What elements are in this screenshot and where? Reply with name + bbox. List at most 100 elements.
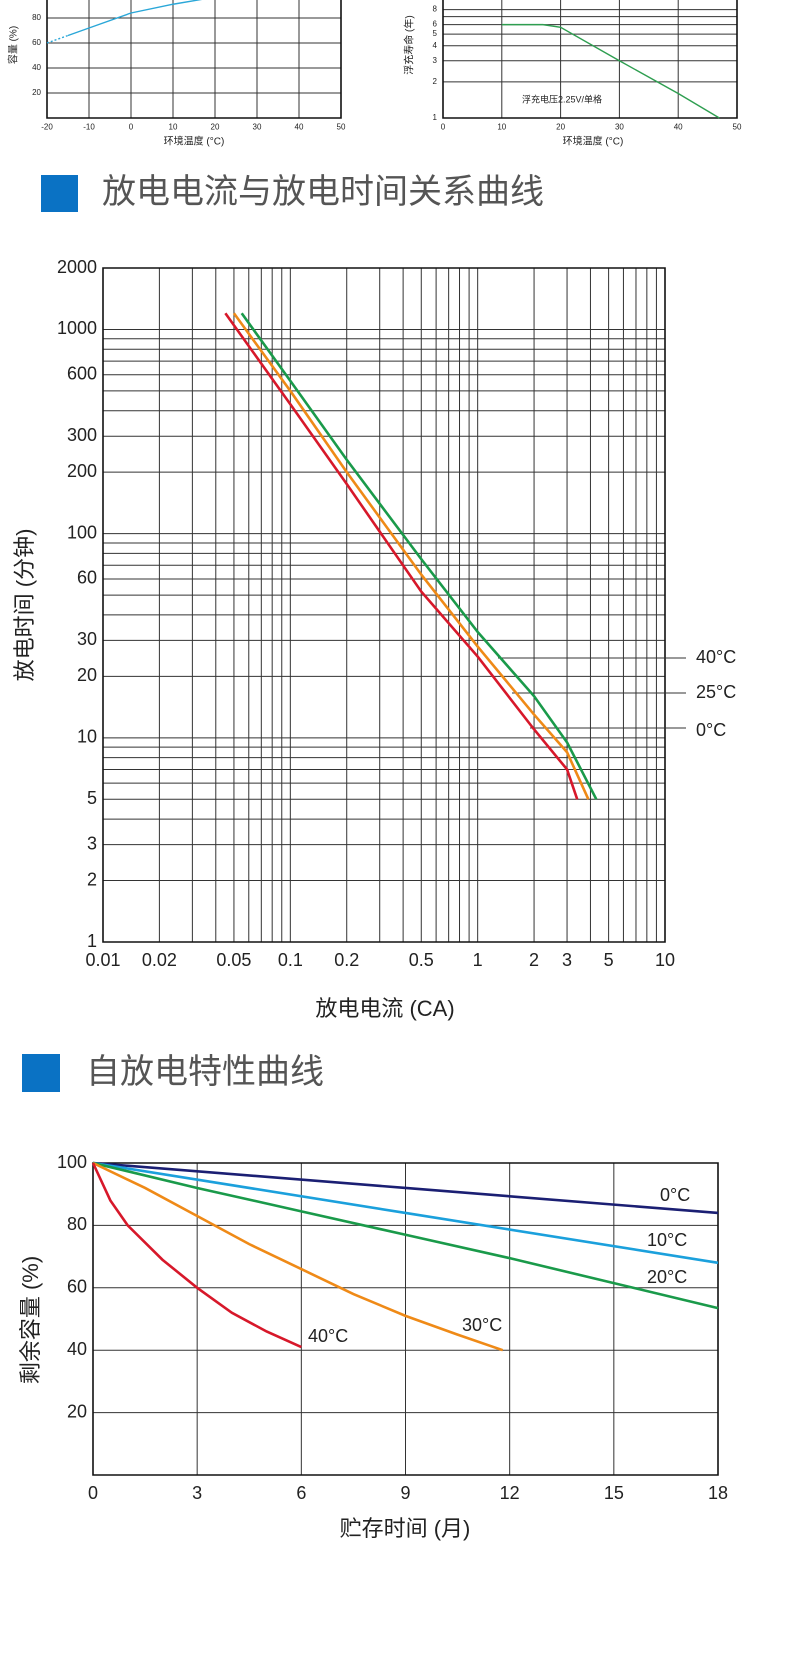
x-tick-label: 0.2 <box>334 950 359 970</box>
x-tick-label: 40 <box>674 123 683 132</box>
plot-frame <box>46 0 342 119</box>
x-axis-label: 环境温度 (°C) <box>164 135 225 148</box>
section-title: 自放电特性曲线 <box>86 1053 324 1091</box>
y-tick-label: 30 <box>77 629 97 649</box>
y-tick-label: 10 <box>77 727 97 747</box>
x-tick-label: 12 <box>500 1483 520 1503</box>
y-tick-label: 5 <box>433 29 438 38</box>
series-label: 0°C <box>696 720 726 740</box>
x-tick-label: 0.5 <box>409 950 434 970</box>
y-tick-label: 20 <box>77 665 97 685</box>
series-line <box>224 312 579 800</box>
y-tick-label: 100 <box>67 522 97 542</box>
x-tick-label: 5 <box>604 950 614 970</box>
series-line <box>67 0 203 37</box>
x-tick-label: -10 <box>83 123 95 132</box>
x-tick-label: 40 <box>295 123 304 132</box>
x-axis-label: 放电电流 (CA) <box>315 996 454 1021</box>
x-tick-label: 3 <box>562 950 572 970</box>
series-label: 40°C <box>308 1326 348 1346</box>
x-axis-label: 贮存时间 (月) <box>340 1516 471 1541</box>
series-line <box>92 1161 504 1352</box>
y-tick-label: 600 <box>67 364 97 384</box>
series-line <box>240 312 598 800</box>
x-tick-label: 0 <box>88 1483 98 1503</box>
plot-frame <box>102 267 666 943</box>
y-tick-label: 60 <box>77 568 97 588</box>
y-axis-label: 浮充寿命 (年) <box>403 15 416 74</box>
y-tick-label: 60 <box>67 1277 87 1297</box>
x-tick-label: 1 <box>473 950 483 970</box>
title-marker <box>41 175 78 212</box>
series-line <box>92 1161 719 1215</box>
y-tick-label: 100 <box>57 1152 87 1172</box>
x-tick-label: 0 <box>441 123 446 132</box>
y-tick-label: 3 <box>87 833 97 853</box>
x-tick-label: 0.01 <box>85 950 120 970</box>
series-line <box>91 1162 302 1349</box>
annotation: 浮充电压2.25V/单格 <box>522 93 602 104</box>
x-tick-label: 20 <box>556 123 565 132</box>
y-tick-label: 2 <box>433 77 438 86</box>
x-tick-label: 6 <box>296 1483 306 1503</box>
section-title: 放电电流与放电时间关系曲线 <box>102 173 544 211</box>
series-label: 0°C <box>660 1185 690 1205</box>
y-tick-label: 3 <box>433 56 438 65</box>
x-tick-label: 0.05 <box>216 950 251 970</box>
y-tick-label: 5 <box>87 788 97 808</box>
y-tick-label: 40 <box>67 1339 87 1359</box>
series-line <box>92 1161 719 1265</box>
y-axis-label: 放电时间 (分钟) <box>12 529 37 682</box>
x-tick-label: 50 <box>337 123 346 132</box>
y-tick-label: 8 <box>433 5 438 14</box>
series-line <box>92 1161 719 1310</box>
x-tick-label: 2 <box>529 950 539 970</box>
x-tick-label: 10 <box>655 950 675 970</box>
y-tick-label: 40 <box>32 63 41 72</box>
x-tick-label: 10 <box>169 123 178 132</box>
y-tick-label: 6 <box>433 20 438 29</box>
y-tick-label: 1000 <box>57 318 97 338</box>
series-label: 20°C <box>647 1267 687 1287</box>
y-tick-label: 1 <box>433 113 438 122</box>
x-tick-label: 0 <box>129 123 134 132</box>
x-tick-label: 18 <box>708 1483 728 1503</box>
y-tick-label: 20 <box>32 88 41 97</box>
y-tick-label: 4 <box>433 41 438 50</box>
y-tick-label: 10 <box>428 0 437 2</box>
plot-frame <box>92 1162 719 1476</box>
series-line <box>46 34 69 44</box>
y-tick-label: 80 <box>67 1214 87 1234</box>
y-tick-label: 2 <box>87 869 97 889</box>
x-tick-label: 0.1 <box>278 950 303 970</box>
y-tick-label: 300 <box>67 425 97 445</box>
plot-frame <box>442 0 738 119</box>
series-line <box>232 312 590 800</box>
y-tick-label: 20 <box>67 1401 87 1421</box>
x-tick-label: 15 <box>604 1483 624 1503</box>
title-marker <box>22 1054 60 1092</box>
y-tick-label: 60 <box>32 38 41 47</box>
x-tick-label: 30 <box>615 123 624 132</box>
x-tick-label: -20 <box>41 123 53 132</box>
x-axis-label: 环境温度 (°C) <box>563 135 624 148</box>
y-axis-label: 容量 (%) <box>7 26 20 64</box>
series-label: 40°C <box>696 647 736 667</box>
y-tick-label: 1 <box>87 931 97 951</box>
series-label: 30°C <box>462 1315 502 1335</box>
series-line <box>501 23 720 119</box>
y-tick-label: 2000 <box>57 257 97 277</box>
series-label: 25°C <box>696 682 736 702</box>
x-tick-label: 0.02 <box>142 950 177 970</box>
series-label: 10°C <box>647 1230 687 1250</box>
y-tick-label: 200 <box>67 461 97 481</box>
y-tick-label: 80 <box>32 13 41 22</box>
x-tick-label: 30 <box>253 123 262 132</box>
x-tick-label: 3 <box>192 1483 202 1503</box>
x-tick-label: 20 <box>211 123 220 132</box>
x-tick-label: 9 <box>400 1483 410 1503</box>
x-tick-label: 50 <box>733 123 742 132</box>
y-axis-label: 剩余容量 (%) <box>18 1256 43 1384</box>
